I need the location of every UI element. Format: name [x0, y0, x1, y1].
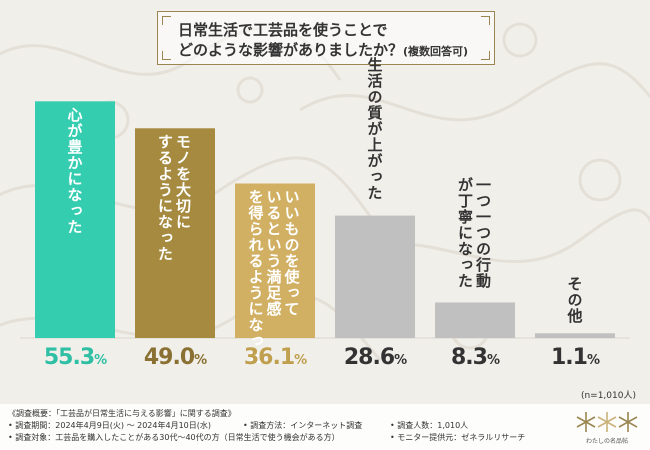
survey-count: • 調査人数：1,010人 — [390, 421, 469, 430]
chart-title-line-2: どのような影響がありましたか？(複数回答可) — [178, 39, 468, 60]
survey-summary-title: 《調査概要：「工芸品が日常生活に与える影響」に関する調査》 — [8, 409, 236, 418]
corner-ornament — [481, 16, 490, 25]
bar-label-6: その他 — [565, 276, 584, 325]
corner-ornament — [481, 51, 490, 60]
value-label-5: 8.3% — [425, 345, 525, 370]
survey-method: • 調査方法：インターネット調査 — [243, 421, 363, 430]
chart-title-note: (複数回答可) — [403, 45, 469, 58]
chart-title-box: 日常生活で工芸品を使うことで どのような影響がありましたか？(複数回答可) — [157, 11, 495, 65]
bar-1 — [35, 101, 115, 338]
brand-logo: わたしの名品帖 — [572, 408, 642, 446]
bar-label-3: いいものを使って いるという満足感 を得られるようになった — [246, 189, 301, 366]
logo-text: わたしの名品帖 — [585, 438, 628, 445]
bar-5 — [435, 302, 515, 338]
value-unit: % — [486, 353, 500, 368]
survey-provider: • モニター提供元：ゼネラルリサーチ — [390, 433, 526, 442]
corner-ornament — [162, 16, 171, 25]
chart-title-line-1: 日常生活で工芸品を使うことで — [178, 21, 388, 39]
value-label-4: 28.6% — [325, 345, 425, 370]
bar-label-4: 生活の質が上がった — [365, 56, 384, 201]
bar-4 — [335, 215, 415, 338]
bar-2 — [135, 128, 215, 338]
bar-3 — [235, 183, 315, 338]
value-number: 36.1 — [243, 345, 295, 370]
corner-ornament — [162, 51, 171, 60]
bar-label-2: モノを大切に するようになった — [156, 134, 192, 263]
value-unit: % — [294, 353, 307, 368]
survey-footer: 《調査概要：「工芸品が日常生活に与える影響」に関する調査》 • 調査期間：202… — [0, 404, 650, 450]
bar-label-1: 心が豊かになった — [65, 107, 84, 236]
value-number: 49.0 — [143, 345, 195, 370]
value-number: 55.3 — [43, 345, 95, 370]
survey-target: • 調査対象：工芸品を購入したことがある30代～40代の方（日常生活で使う機会が… — [8, 433, 340, 442]
value-number: 8.3 — [450, 345, 488, 370]
value-label-6: 1.1% — [525, 345, 625, 370]
bar-6 — [535, 333, 615, 338]
value-number: 1.1 — [550, 345, 588, 370]
value-unit: % — [94, 353, 107, 368]
sample-size-note: (n=1,010人) — [580, 391, 636, 401]
value-unit: % — [586, 353, 600, 368]
value-unit: % — [194, 353, 207, 368]
value-unit: % — [394, 353, 407, 368]
value-label-3: 36.1% — [225, 345, 325, 370]
bar-label-5: 一つ一つの行動 が丁寧になった — [456, 177, 492, 290]
value-label-1: 55.3% — [25, 345, 125, 370]
value-number: 28.6 — [343, 345, 395, 370]
value-label-2: 49.0% — [125, 345, 225, 370]
chart-title-line-2-text: どのような影響がありましたか？ — [178, 41, 404, 59]
survey-period: • 調査期間：2024年4月9日(火) ～ 2024年4月10日(水) — [8, 421, 211, 430]
logo-snowflake-icon — [576, 412, 638, 432]
